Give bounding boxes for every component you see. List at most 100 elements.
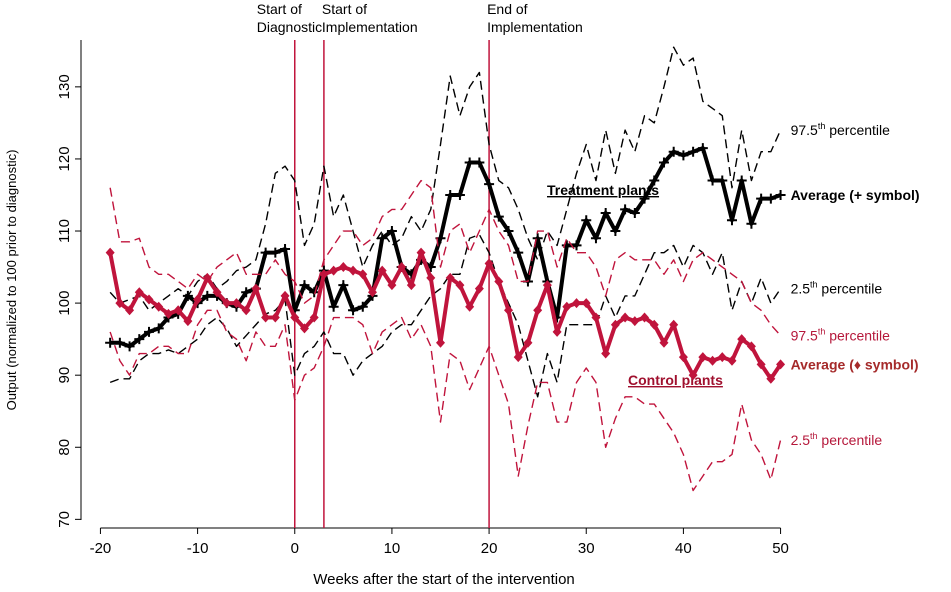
plus-marker [377, 233, 388, 244]
diamond-marker [319, 269, 329, 280]
diamond-marker [445, 272, 455, 283]
diamond-marker [572, 298, 582, 309]
diamond-marker [134, 287, 144, 298]
diamond-marker [581, 298, 591, 309]
y-tick-label: 130 [56, 74, 73, 99]
y-tick-label: 90 [56, 367, 73, 384]
diamond-marker [601, 348, 611, 359]
diamond-marker [504, 305, 514, 316]
x-tick-label: 40 [675, 540, 692, 557]
diamond-marker [640, 312, 650, 323]
diamond-marker [212, 287, 222, 298]
plus-marker [134, 334, 145, 345]
diamond-marker [630, 316, 640, 327]
diamond-marker [455, 280, 465, 291]
diamond-marker [776, 359, 786, 370]
diamond-marker [105, 247, 115, 258]
label-sup: th [810, 431, 818, 441]
plus-marker [270, 247, 281, 258]
plus-marker [114, 337, 125, 348]
y-tick-label: 120 [56, 146, 73, 171]
diamond-marker [377, 265, 387, 276]
plus-marker [445, 189, 456, 200]
plus-marker [503, 226, 514, 237]
plus-marker [697, 143, 708, 154]
diamond-marker [231, 298, 241, 309]
plus-marker [736, 175, 747, 186]
x-tick-label: 50 [772, 540, 789, 557]
diamond-marker [290, 312, 300, 323]
plus-marker [649, 175, 660, 186]
event-label: Implementation [487, 19, 583, 35]
diamond-marker [669, 319, 679, 330]
diamond-marker [309, 312, 319, 323]
diamond-marker [756, 359, 766, 370]
diamond-marker [406, 280, 416, 291]
diamond-marker [280, 290, 290, 301]
group-label: Control plants [628, 372, 723, 388]
label-after: percentile [818, 281, 883, 297]
plus-marker [717, 175, 728, 186]
series-label: Average (+ symbol) [791, 187, 920, 203]
diamond-marker [737, 334, 747, 345]
diamond-marker [222, 298, 232, 309]
plus-marker [105, 337, 116, 348]
diamond-marker [183, 316, 193, 327]
event-label: End of [487, 1, 528, 17]
plus-marker [124, 341, 135, 352]
diamond-marker [358, 269, 368, 280]
diamond-marker [746, 341, 756, 352]
diamond-marker [426, 272, 436, 283]
plus-marker [484, 179, 495, 190]
plus-marker [629, 207, 640, 218]
x-tick-label: 10 [384, 540, 401, 557]
y-tick-label: 100 [56, 291, 73, 316]
diamond-marker [533, 305, 543, 316]
diamond-marker [717, 352, 727, 363]
label-main: 2.5 [791, 281, 811, 297]
plus-marker [668, 146, 679, 157]
plus-marker [299, 280, 310, 291]
diamond-marker [193, 294, 203, 305]
diamond-marker [649, 319, 659, 330]
series-line [109, 46, 782, 312]
diamond-marker [659, 337, 669, 348]
diamond-marker [484, 258, 494, 269]
plus-marker [571, 240, 582, 251]
diamond-marker [591, 312, 601, 323]
label-sup: th [818, 327, 826, 337]
label-main: 97.5 [791, 328, 818, 344]
diamond-marker [241, 305, 251, 316]
plus-marker [658, 157, 669, 168]
series-label: 97.5th percentile [791, 121, 891, 138]
diamond-marker [552, 326, 562, 337]
diamond-marker [698, 352, 708, 363]
plus-marker [280, 244, 291, 255]
diamond-marker [727, 355, 737, 366]
series-line [109, 233, 782, 398]
label-sup: th [818, 121, 826, 131]
plus-marker [600, 207, 611, 218]
plus-marker [386, 226, 397, 237]
x-tick-label: 0 [291, 540, 299, 557]
event-label: Implementation [322, 19, 418, 35]
plus-marker [464, 157, 475, 168]
plus-marker [260, 247, 271, 258]
label-main: 97.5 [791, 122, 818, 138]
plus-marker [493, 211, 504, 222]
plus-marker [513, 247, 524, 258]
x-tick-label: -20 [90, 540, 112, 557]
diamond-marker [367, 287, 377, 298]
diamond-marker [338, 262, 348, 273]
series-label: 2.5th percentile [791, 431, 883, 448]
plus-marker [454, 189, 465, 200]
diamond-marker [299, 323, 309, 334]
plus-marker [182, 290, 193, 301]
plus-marker [707, 175, 718, 186]
plus-marker [202, 290, 213, 301]
plus-marker [144, 326, 155, 337]
plus-marker [309, 287, 320, 298]
diamond-marker [436, 337, 445, 348]
plus-marker [581, 215, 592, 226]
